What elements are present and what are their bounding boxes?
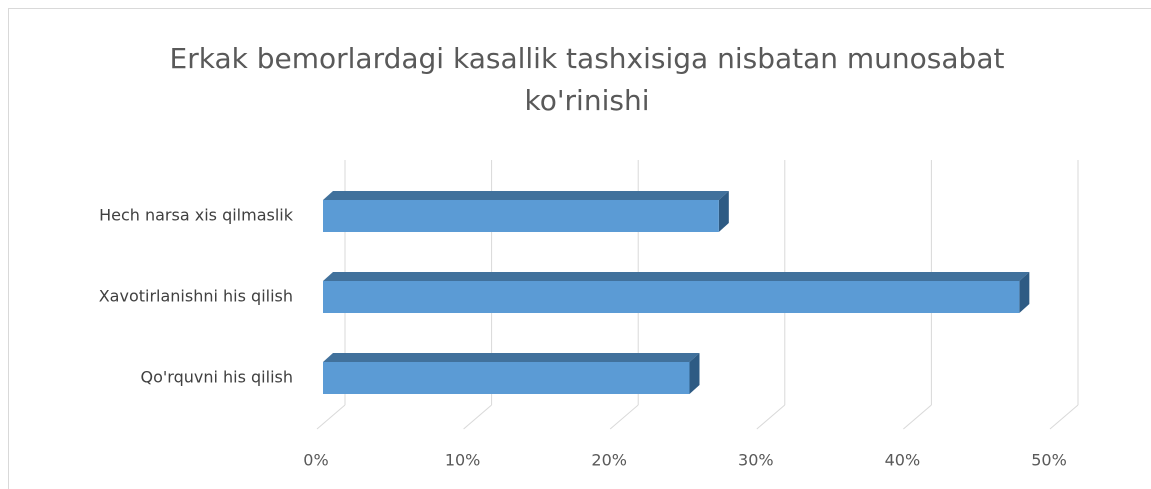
grid-line <box>316 404 346 430</box>
category-label: Xavotirlanishni his qilish <box>99 287 293 306</box>
chart-border <box>8 8 1151 489</box>
bar-side <box>718 191 729 232</box>
x-tick-label: 20% <box>591 451 627 470</box>
bar-front <box>323 362 690 394</box>
category-label: Hech narsa xis qilmaslik <box>99 206 294 225</box>
bar-side <box>1019 272 1030 313</box>
x-tick-label: 10% <box>445 451 481 470</box>
bar <box>323 191 729 232</box>
grid-line <box>903 404 932 430</box>
x-tick-label: 40% <box>885 451 921 470</box>
bar-top <box>323 353 700 362</box>
x-tick-label: 0% <box>303 451 328 470</box>
bar <box>323 353 700 394</box>
bar-top <box>323 191 729 200</box>
chart-title: Erkak bemorlardagi kasallik tashxisiga n… <box>170 42 1005 117</box>
grid-line <box>609 404 639 430</box>
bar-front <box>323 200 719 232</box>
bar-side <box>689 353 700 394</box>
category-label: Qo'rquvni his qilish <box>141 368 294 387</box>
grid-line <box>463 404 492 430</box>
bar-front <box>323 281 1020 313</box>
grid-line <box>756 404 786 430</box>
x-tick-label: 30% <box>738 451 774 470</box>
grid-line <box>1049 404 1079 430</box>
bar-top <box>323 272 1030 281</box>
x-tick-label: 50% <box>1031 451 1067 470</box>
bar <box>323 272 1030 313</box>
